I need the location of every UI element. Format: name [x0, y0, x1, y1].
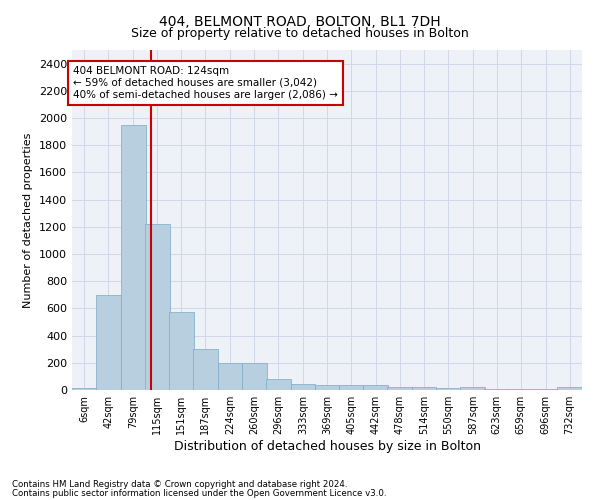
- Text: Size of property relative to detached houses in Bolton: Size of property relative to detached ho…: [131, 28, 469, 40]
- Bar: [388, 388, 412, 390]
- Bar: [193, 348, 218, 390]
- Y-axis label: Number of detached properties: Number of detached properties: [23, 132, 34, 308]
- Bar: [412, 388, 436, 390]
- Bar: [290, 384, 316, 390]
- Bar: [557, 388, 582, 390]
- Bar: [364, 385, 388, 390]
- Bar: [338, 385, 364, 390]
- X-axis label: Distribution of detached houses by size in Bolton: Distribution of detached houses by size …: [173, 440, 481, 453]
- Text: Contains public sector information licensed under the Open Government Licence v3: Contains public sector information licen…: [12, 488, 386, 498]
- Bar: [266, 379, 290, 390]
- Bar: [72, 388, 97, 390]
- Text: 404, BELMONT ROAD, BOLTON, BL1 7DH: 404, BELMONT ROAD, BOLTON, BL1 7DH: [159, 15, 441, 29]
- Bar: [96, 295, 121, 390]
- Bar: [169, 312, 194, 390]
- Bar: [242, 363, 266, 390]
- Bar: [121, 125, 146, 390]
- Bar: [460, 388, 485, 390]
- Bar: [436, 388, 460, 390]
- Text: 404 BELMONT ROAD: 124sqm
← 59% of detached houses are smaller (3,042)
40% of sem: 404 BELMONT ROAD: 124sqm ← 59% of detach…: [73, 66, 338, 100]
- Bar: [218, 363, 242, 390]
- Bar: [314, 385, 340, 390]
- Text: Contains HM Land Registry data © Crown copyright and database right 2024.: Contains HM Land Registry data © Crown c…: [12, 480, 347, 489]
- Bar: [145, 224, 170, 390]
